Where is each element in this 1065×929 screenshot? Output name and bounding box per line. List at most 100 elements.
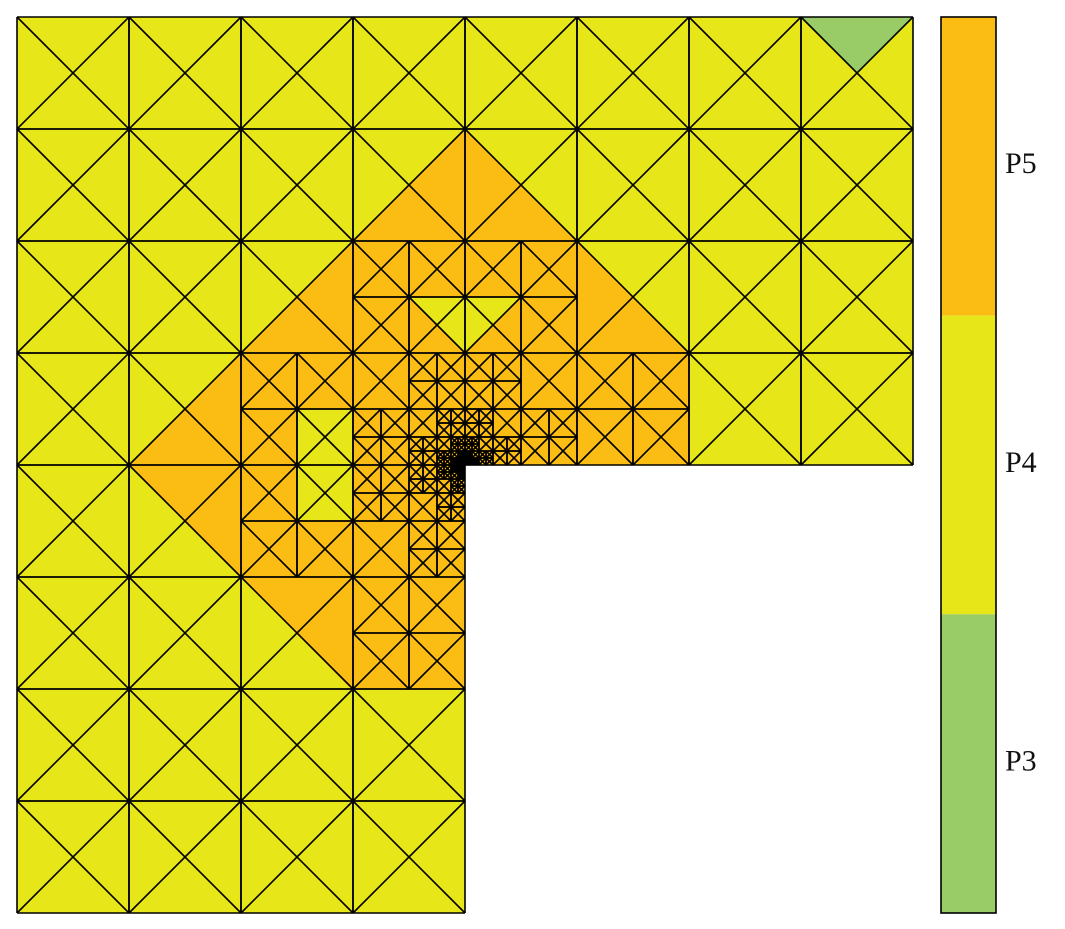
mesh-edge [296, 464, 354, 522]
mesh-edge [478, 450, 487, 459]
mesh-edge [464, 436, 473, 445]
mesh-edge [436, 464, 445, 473]
mesh-edge [240, 240, 354, 354]
mesh-edge [380, 408, 410, 438]
mesh-edge [240, 464, 298, 522]
legend-label: P5 [1005, 147, 1037, 180]
mesh-edge [443, 450, 452, 459]
mesh-edge [352, 352, 410, 410]
mesh-edge [352, 128, 466, 242]
legend-swatch [941, 315, 996, 615]
mesh-edge [436, 352, 466, 382]
mesh-edge [408, 436, 424, 452]
mesh-edge [408, 548, 438, 578]
mesh-edge [457, 443, 466, 452]
mesh-edge [464, 408, 480, 424]
mesh-edge [240, 408, 298, 466]
mesh-edge [352, 464, 382, 494]
mesh-edge [436, 450, 445, 459]
mesh-edge [16, 128, 130, 242]
mesh-edge [352, 492, 382, 522]
mesh-edge [548, 408, 578, 438]
mesh-edge [464, 352, 494, 382]
mesh-edge [464, 380, 494, 410]
mesh-edge [520, 436, 550, 466]
mesh-edge [436, 471, 445, 480]
mesh-edge [240, 520, 298, 578]
mesh-edge [800, 16, 914, 130]
mesh-edge [436, 520, 466, 550]
mesh-edge [352, 688, 466, 802]
mesh-edge [485, 457, 494, 466]
mesh-edge [408, 632, 466, 690]
mesh-edge [450, 422, 466, 438]
mesh-edge [408, 352, 438, 382]
mesh-edge [464, 240, 522, 298]
region-p3 [801, 17, 913, 73]
mesh-edge [443, 464, 452, 473]
mesh-edge [436, 436, 452, 452]
mesh-edge [352, 576, 410, 634]
mesh-edge [520, 408, 550, 438]
mesh-edge [128, 688, 242, 802]
mesh-edge [688, 240, 802, 354]
mesh-edge [450, 478, 459, 487]
mesh-edge [240, 576, 354, 690]
mesh-edge [471, 436, 480, 445]
mesh-edge [352, 632, 410, 690]
mesh-edge [457, 478, 466, 487]
mesh-edge [240, 128, 354, 242]
mesh-edge [408, 408, 438, 438]
mesh-edge [576, 352, 634, 410]
mesh-edge [408, 492, 438, 522]
mesh-edge [450, 450, 459, 459]
mesh-edge [688, 16, 802, 130]
mesh-edge [478, 436, 494, 452]
mesh-edge [450, 408, 466, 424]
mesh-edge [352, 16, 466, 130]
mesh-edge [436, 492, 452, 508]
mesh-edge [128, 16, 242, 130]
mesh-edge [471, 450, 480, 459]
mesh-edge [380, 492, 410, 522]
mesh-edge [492, 380, 522, 410]
mesh-edge [800, 128, 914, 242]
mesh-edge [128, 800, 242, 914]
mesh-edge [422, 464, 438, 480]
legend-swatch [941, 614, 996, 913]
mesh-edge [688, 128, 802, 242]
mesh-edge [464, 128, 578, 242]
mesh-edge [548, 436, 578, 466]
mesh-edge [408, 380, 438, 410]
mesh-edge [576, 240, 690, 354]
mesh-edge [16, 576, 130, 690]
mesh-edge [240, 352, 298, 410]
mesh-edge [464, 422, 480, 438]
mesh-edge [16, 352, 130, 466]
mesh-edge [240, 800, 354, 914]
mesh-edge [632, 352, 690, 410]
mesh-edge [478, 422, 494, 438]
mesh-edge [296, 352, 354, 410]
mesh-edge [450, 506, 466, 522]
mesh-edge [408, 296, 466, 354]
mesh-edge [380, 436, 410, 466]
mesh-edge [422, 450, 438, 466]
mesh-edge [128, 576, 242, 690]
mesh-edge [478, 457, 487, 466]
legend: P5 P4 P3 [940, 16, 1037, 914]
mesh-edge [436, 457, 445, 466]
mesh-edge [408, 576, 466, 634]
mesh-edge [688, 352, 802, 466]
mesh-edge [16, 464, 130, 578]
mesh-edge [450, 485, 459, 494]
mesh-edge [520, 296, 578, 354]
mesh-edge [436, 548, 466, 578]
mesh-edge [352, 520, 410, 578]
mesh [16, 16, 914, 914]
mesh-edge [408, 240, 466, 298]
mesh-edge [576, 408, 634, 466]
mesh-edge [520, 240, 578, 298]
mesh-edge [576, 16, 690, 130]
